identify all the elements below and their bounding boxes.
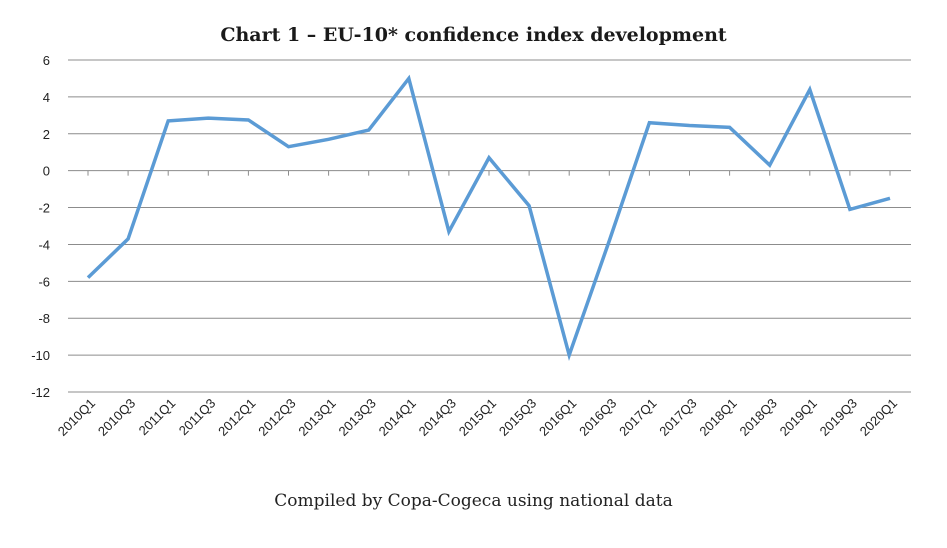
source-caption: Compiled by Copa-Cogeca using national d… (274, 491, 673, 511)
chart-title: Chart 1 – EU-10* confidence index develo… (220, 24, 727, 46)
x-tick-label: 2013Q1 (295, 396, 338, 439)
y-tick-label: -12 (31, 385, 50, 400)
y-tick-label: -6 (38, 274, 50, 289)
x-axis-ticks: 2010Q12010Q32011Q12011Q32012Q12012Q32013… (55, 396, 900, 439)
y-tick-label: -2 (38, 201, 50, 216)
x-tick-label: 2017Q1 (616, 396, 659, 439)
y-tick-label: 6 (43, 53, 50, 68)
y-tick-label: 0 (43, 164, 50, 179)
x-tick-label: 2013Q3 (336, 396, 379, 439)
y-tick-label: 4 (43, 90, 50, 105)
y-tick-label: -10 (31, 348, 50, 363)
x-tick-label: 2017Q3 (656, 396, 699, 439)
y-tick-label: 2 (43, 127, 50, 142)
x-tick-label: 2019Q1 (777, 396, 820, 439)
x-tick-label: 2012Q1 (215, 396, 258, 439)
x-tick-label: 2014Q1 (376, 396, 419, 439)
y-tick-label: -4 (38, 237, 50, 252)
x-tick-label: 2010Q1 (55, 396, 98, 439)
x-tick-label: 2016Q3 (576, 396, 619, 439)
series-line (86, 74, 891, 362)
y-tick-label: -8 (38, 311, 50, 326)
x-tick-label: 2018Q1 (696, 396, 739, 439)
x-tick-label: 2015Q1 (456, 396, 499, 439)
x-tick-label: 2011Q3 (176, 396, 219, 439)
x-tick-label: 2020Q1 (857, 396, 900, 439)
x-tick-label: 2019Q3 (817, 396, 860, 439)
x-tick-label: 2010Q3 (95, 396, 138, 439)
x-tick-label: 2018Q3 (737, 396, 780, 439)
x-tick-label: 2014Q3 (416, 396, 459, 439)
gridlines (68, 59, 911, 393)
x-tick-label: 2012Q3 (255, 396, 298, 439)
x-tick-label: 2016Q1 (536, 396, 579, 439)
y-axis-ticks: 6 4 2 0 -2 -4 -6 -8 -10 -12 (31, 53, 50, 400)
x-axis (87, 170, 891, 176)
x-tick-label: 2015Q3 (496, 396, 539, 439)
series-layer (86, 74, 891, 362)
x-tick-label: 2011Q1 (136, 396, 179, 439)
